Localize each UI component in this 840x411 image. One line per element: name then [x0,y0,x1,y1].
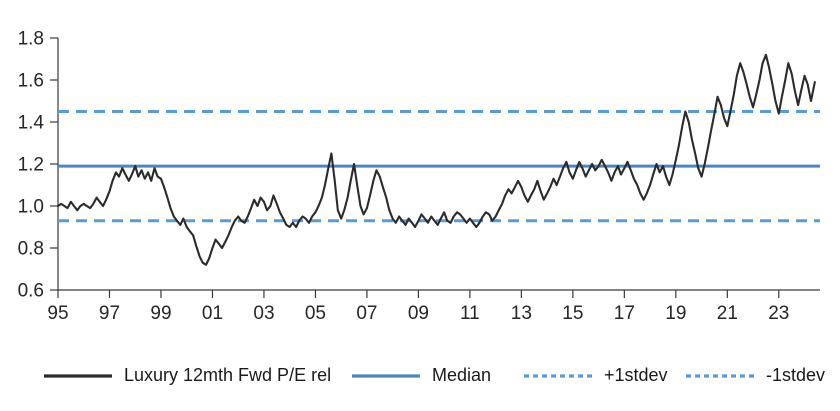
legend-label: Median [432,365,491,385]
y-tick-label: 0.6 [18,281,44,302]
y-tick-label: 1.6 [18,71,44,92]
data-series [56,53,816,266]
y-tick-label: 0.8 [18,239,44,260]
x-tick-label: 13 [511,303,532,324]
x-tick-label: 07 [356,303,377,324]
y-tick-label: 1.0 [18,197,44,218]
series-path-luxury-fwd-pe-rel [56,53,816,266]
x-tick-label: 03 [253,303,274,324]
x-tick-label: 09 [408,303,429,324]
legend-label: +1stdev [604,365,668,385]
x-tick-label: 11 [460,303,480,324]
x-tick-label: 19 [665,303,686,324]
x-tick-label: 23 [768,303,789,324]
y-tick-label: 1.4 [18,113,45,134]
y-tick-label: 1.2 [18,155,44,176]
x-tick-label: 01 [202,303,223,324]
x-tick-label: 21 [717,303,738,324]
x-tick-label: 05 [305,303,326,324]
chart-legend: Luxury 12mth Fwd P/E rel Median +1stdev -1s… [44,365,825,385]
x-axis: 95 97 99 01 03 05 07 09 11 13 15 17 19 21 23 [47,289,820,324]
x-tick-label: 17 [614,303,635,324]
y-tick-label: 1.8 [18,29,44,50]
x-tick-label: 97 [99,303,120,324]
legend-label: -1stdev [766,365,825,385]
x-tick-label: 95 [47,303,68,324]
x-tick-label: 15 [562,303,583,324]
x-tick-label: 99 [150,303,171,324]
legend-label: Luxury 12mth Fwd P/E rel [124,365,331,385]
y-axis: 0.6 0.8 1.0 1.2 1.4 1.6 1.8 [18,29,59,302]
